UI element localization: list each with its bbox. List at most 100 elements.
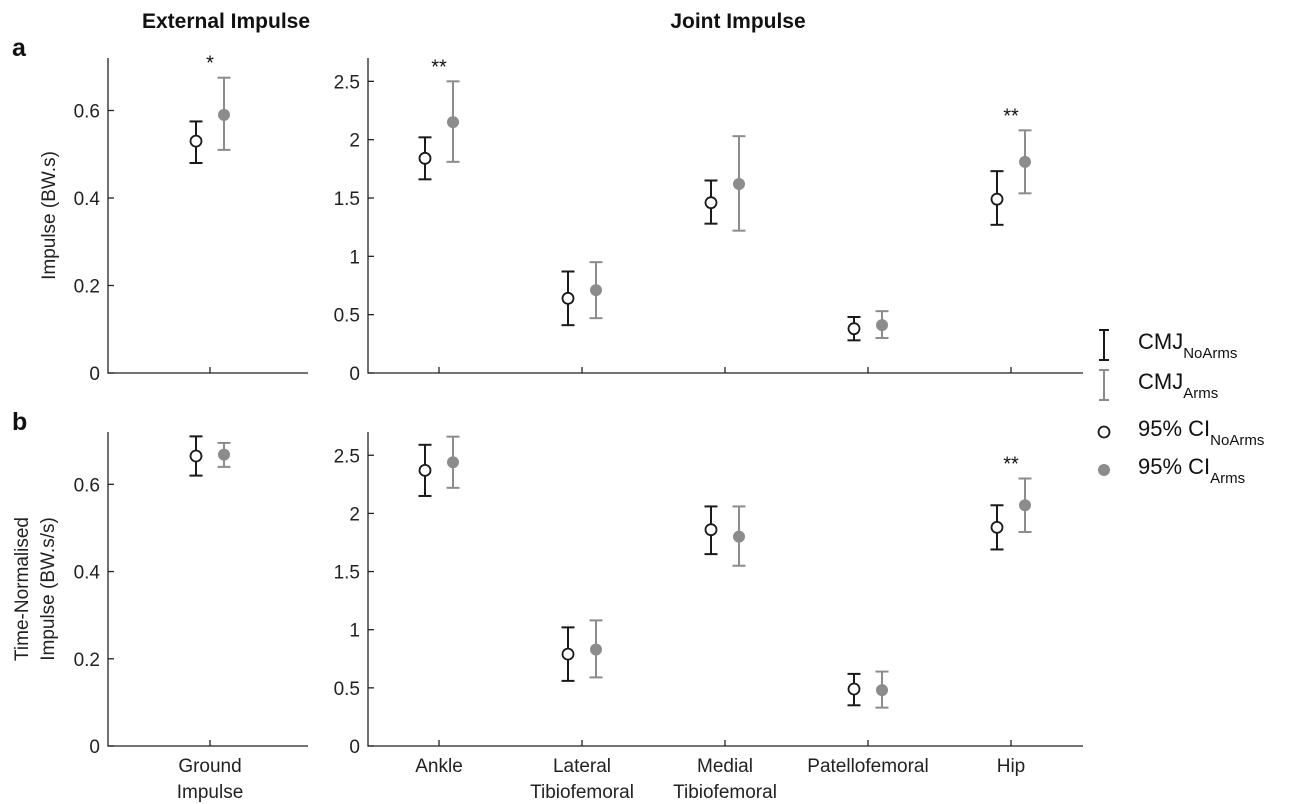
y-tick-label: 0: [349, 737, 360, 758]
x-tick-label-line: Tibiofemoral: [530, 782, 634, 803]
series-arms: [217, 441, 231, 468]
y-tick-label: 2: [349, 504, 360, 525]
series-noarms: [418, 443, 1004, 707]
mean-point-arms: [447, 116, 459, 129]
legend-open-circle: [1097, 425, 1111, 439]
legend-item-2: 95% CINoArms: [1097, 416, 1264, 449]
panel-letter-a: a: [12, 34, 27, 62]
legend-item-0: CMJNoArms: [1099, 329, 1237, 362]
y-tick-label: 0: [89, 737, 100, 758]
legend-label-sub: NoArms: [1183, 345, 1237, 362]
axis-lines: [367, 432, 1083, 747]
mean-point-arms: [876, 684, 888, 697]
mean-point-noarms: [189, 134, 203, 148]
x-tick-label: Hip: [997, 756, 1026, 777]
legend-label-sub: Arms: [1210, 470, 1245, 487]
y-axis-label-line: Impulse (BW.s): [39, 151, 60, 280]
legend-label: CMJNoArms: [1138, 329, 1237, 362]
x-tick-label: Lateral Tibiofemoral: [530, 756, 634, 803]
y-tick-label: 2: [349, 131, 360, 152]
y-tick-label: 0.6: [74, 475, 100, 496]
y-tick-label: 2.5: [334, 72, 360, 93]
mean-point-arms: [218, 448, 230, 461]
mean-point-noarms: [189, 449, 203, 463]
legend-label-main: CMJ: [1138, 369, 1183, 394]
mean-point-noarms: [561, 647, 575, 661]
mean-point-noarms: [847, 322, 861, 336]
x-tick-label: Medial Tibiofemoral: [673, 756, 777, 803]
legend-label-sub: Arms: [1183, 385, 1218, 402]
y-tick-label: 1: [349, 247, 360, 268]
mean-point-arms: [590, 284, 602, 297]
legend-label: 95% CINoArms: [1138, 416, 1264, 449]
series-arms: [446, 80, 1032, 339]
y-tick-label: 1.5: [334, 189, 360, 210]
mean-point-noarms: [847, 682, 861, 696]
y-tick-label: 0.2: [74, 277, 100, 298]
axis-lines: [107, 432, 308, 747]
chart-a-external: 0 0.2 0.4 0.6 * Impulse (BW.s): [39, 53, 308, 385]
x-tick-label: Ankle: [415, 756, 463, 777]
x-tick-label-line: Ground: [178, 756, 241, 777]
y-tick-label: 0: [89, 364, 100, 385]
mean-point-noarms: [704, 196, 718, 210]
mean-point-arms: [733, 178, 745, 190]
significance-marker: **: [1003, 105, 1019, 127]
series-arms: [446, 435, 1032, 709]
axis-lines: [107, 58, 308, 374]
axis-lines: [367, 58, 1083, 374]
y-tick-label: 0.5: [334, 306, 360, 327]
legend-item-3: 95% CIArms: [1098, 454, 1245, 487]
legend-label-main: 95% CI: [1138, 454, 1210, 479]
y-tick-label: 0.2: [74, 650, 100, 671]
mean-point-noarms: [418, 151, 432, 165]
x-tick-label-line: Lateral: [553, 756, 611, 777]
y-tick-label: 0: [349, 364, 360, 385]
y-tick-label: 0.6: [74, 102, 100, 123]
y-tick-label: 1.5: [334, 563, 360, 584]
series-arms: [217, 76, 231, 151]
significance-marker: **: [1003, 454, 1019, 476]
y-tick-label: 1: [349, 621, 360, 642]
x-tick-label-line: Impulse: [177, 782, 244, 803]
mean-point-noarms: [561, 291, 575, 305]
x-tick-label-line: Tibiofemoral: [673, 782, 777, 803]
mean-point-arms: [1019, 155, 1031, 168]
y-tick-label: 0.4: [74, 563, 101, 584]
y-axis-label-line: Impulse (BW.s/s): [38, 517, 59, 661]
significance-marker: **: [431, 56, 447, 78]
x-tick-label: Ground Impulse: [177, 756, 244, 803]
chart-a-joint: 0 0.5 1 1.5 2 2.5 ** **: [334, 56, 1083, 385]
legend-label: 95% CIArms: [1138, 454, 1245, 487]
chart-b-external: 0 0.2 0.4 0.6 Ground Impulse Time-Normalised Im…: [12, 432, 308, 803]
x-tick-label-line: Medial: [697, 756, 753, 777]
mean-point-arms: [876, 319, 888, 332]
series-noarms: [189, 120, 203, 164]
panel-letter-b: b: [12, 408, 27, 436]
mean-point-noarms: [990, 192, 1004, 206]
mean-point-arms: [218, 108, 230, 121]
mean-point-arms: [447, 456, 459, 469]
legend-label-main: CMJ: [1138, 329, 1183, 354]
y-tick-label: 2.5: [334, 446, 360, 467]
chart-panels: 0 0.2 0.4 0.6 * Impulse (BW.s) 0 0.5 1 1.5 2 2.5 ** *…: [12, 53, 1083, 803]
significance-marker: *: [206, 53, 214, 75]
y-axis-label-line: Time-Normalised: [12, 517, 33, 661]
mean-point-arms: [1019, 499, 1031, 512]
mean-point-arms: [733, 530, 745, 543]
heading-external: External Impulse: [142, 10, 310, 33]
mean-point-noarms: [704, 523, 718, 537]
legend-label-main: 95% CI: [1138, 416, 1210, 441]
legend-label: CMJArms: [1138, 369, 1218, 402]
legend-item-1: CMJArms: [1099, 369, 1218, 402]
series-noarms: [418, 136, 1004, 342]
series-noarms: [189, 435, 203, 477]
heading-joint: Joint Impulse: [670, 10, 805, 33]
mean-point-arms: [590, 643, 602, 656]
mean-point-noarms: [990, 520, 1004, 534]
legend-filled-circle: [1098, 464, 1110, 476]
mean-point-noarms: [418, 463, 432, 477]
